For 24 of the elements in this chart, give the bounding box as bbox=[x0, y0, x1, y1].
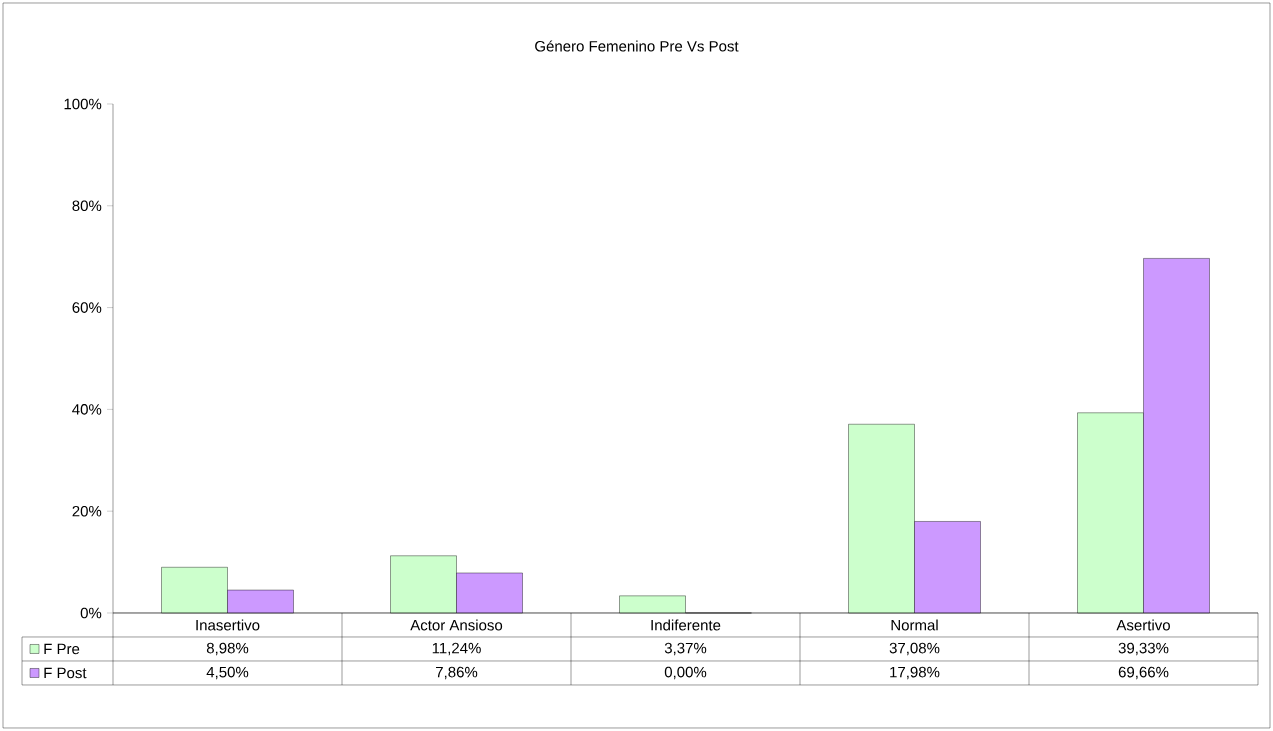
legend-label: F Post bbox=[44, 667, 87, 679]
x-tick-label: Asertivo bbox=[1116, 619, 1170, 631]
data-label: 39,33% bbox=[1118, 642, 1169, 656]
chart-title: Género Femenino Pre Vs Post bbox=[535, 40, 739, 52]
y-tick-label: 40% bbox=[72, 404, 102, 415]
x-tick-label: Inasertivo bbox=[196, 619, 260, 631]
data-label: 37,08% bbox=[889, 642, 940, 656]
data-label: 7,86% bbox=[436, 666, 478, 680]
data-label: 0,00% bbox=[664, 666, 707, 680]
y-tick-label: 60% bbox=[72, 302, 102, 313]
y-tick-label: 80% bbox=[72, 200, 102, 212]
x-tick-label: Normal bbox=[891, 619, 938, 631]
y-tick-label: 20% bbox=[72, 505, 102, 517]
data-label: 69,66% bbox=[1118, 666, 1169, 680]
legend-label: F Pre bbox=[44, 643, 80, 655]
data-label: 8,98% bbox=[206, 642, 249, 656]
y-tick-label: 0% bbox=[80, 607, 102, 619]
x-tick-label: Actor Ansioso bbox=[410, 619, 503, 631]
data-label: 17,98% bbox=[890, 666, 940, 680]
data-label: 3,37% bbox=[664, 642, 707, 656]
data-label: 11,24% bbox=[432, 642, 481, 656]
y-tick-label: 100% bbox=[64, 98, 102, 110]
x-tick-label: Indiferente bbox=[651, 619, 721, 631]
data-label: 4,50% bbox=[206, 666, 249, 680]
